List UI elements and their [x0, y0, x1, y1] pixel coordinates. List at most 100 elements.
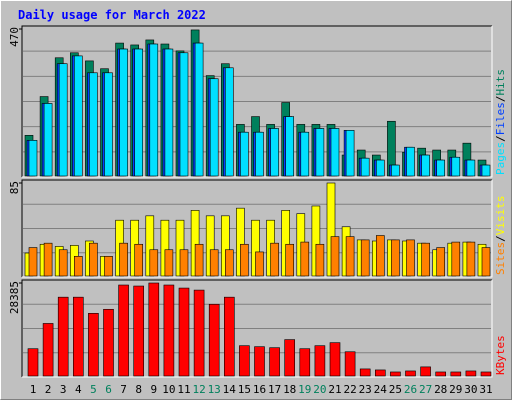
plot-border-light [22, 26, 493, 178]
bar [88, 313, 99, 377]
bar [435, 371, 447, 377]
bar [406, 239, 415, 277]
bar [194, 42, 204, 177]
legend-entry: Pages [494, 142, 507, 175]
bar [344, 351, 356, 377]
y-tick-label: 470 [8, 27, 21, 47]
bar [163, 284, 175, 377]
bar [225, 67, 234, 177]
legend: Pages/Files/Hits [494, 69, 507, 175]
bar [270, 242, 279, 277]
x-tick-label: 10 [162, 383, 175, 396]
x-tick-label: 15 [238, 383, 251, 396]
bar [164, 48, 174, 177]
bar [465, 370, 477, 377]
bar [193, 289, 205, 377]
x-tick-label: 27 [419, 383, 432, 396]
bar [314, 345, 326, 377]
x-tick-label: 22 [343, 383, 356, 396]
bar [58, 249, 68, 277]
plot-border-light [22, 280, 493, 378]
bar [209, 78, 219, 177]
bar [421, 242, 430, 277]
x-tick-label: 26 [404, 383, 417, 396]
bar [329, 342, 341, 377]
bar [104, 72, 113, 177]
bar [178, 287, 190, 377]
bar [375, 235, 385, 277]
bar [285, 116, 295, 177]
x-tick-label: 14 [223, 383, 237, 396]
bar [330, 236, 340, 277]
bar [43, 242, 53, 277]
bar [406, 146, 415, 177]
x-tick-label: 11 [177, 383, 190, 396]
x-tick-label: 6 [105, 383, 112, 396]
bar [89, 72, 98, 177]
x-tick-label: 12 [192, 383, 205, 396]
x-tick-label: 9 [150, 383, 157, 396]
bar [421, 154, 430, 177]
bar [194, 243, 204, 277]
x-tick-label: 21 [328, 383, 341, 396]
x-tick-label: 16 [253, 383, 266, 396]
bar [104, 256, 113, 277]
bar [481, 164, 491, 177]
bar [481, 247, 491, 277]
bar [330, 128, 340, 177]
bar [255, 251, 264, 277]
bar [436, 159, 446, 177]
legend-entry: Hits [494, 69, 507, 96]
legend-separator: / [494, 135, 507, 142]
bar [345, 236, 355, 277]
bar [420, 366, 431, 377]
bar [405, 370, 416, 377]
bar [73, 296, 84, 377]
legend-separator: / [494, 235, 507, 242]
bar [270, 128, 279, 177]
x-tick-label: 31 [479, 383, 492, 396]
bar [225, 249, 234, 277]
bar [224, 296, 235, 377]
bar [134, 48, 143, 177]
bar [43, 103, 53, 177]
bar [315, 128, 325, 177]
legend: Sites/Visits [494, 196, 507, 276]
bar [119, 242, 128, 277]
legend-entry: Visits [494, 196, 507, 236]
x-tick-label: 23 [359, 383, 372, 396]
x-tick-label: 20 [313, 383, 326, 396]
bar [103, 308, 114, 377]
bar [134, 243, 143, 277]
bar [239, 345, 250, 377]
legend: KBytes [494, 335, 507, 375]
y-tick-label: 85 [8, 181, 21, 194]
x-tick-label: 2 [45, 383, 52, 396]
bar [28, 247, 38, 277]
bar [42, 323, 54, 377]
bar [480, 371, 492, 377]
bar [240, 243, 249, 277]
bar [255, 131, 264, 177]
bar [118, 284, 129, 377]
bar [179, 249, 189, 277]
bar [360, 239, 370, 277]
bar [209, 249, 219, 277]
bar [28, 140, 38, 177]
bar [284, 339, 296, 377]
plot-border-dark [21, 279, 492, 377]
bar [300, 131, 310, 177]
legend-entry: Files [494, 102, 507, 135]
bar [208, 303, 220, 377]
bar [390, 371, 401, 377]
x-tick-label: 17 [268, 383, 281, 396]
bar [450, 371, 462, 377]
bar [360, 157, 370, 177]
bar [74, 55, 83, 177]
bar [374, 369, 386, 377]
bar [375, 159, 385, 177]
bar [299, 348, 311, 377]
bar [300, 241, 310, 277]
bar [451, 156, 461, 177]
bar [148, 282, 160, 377]
